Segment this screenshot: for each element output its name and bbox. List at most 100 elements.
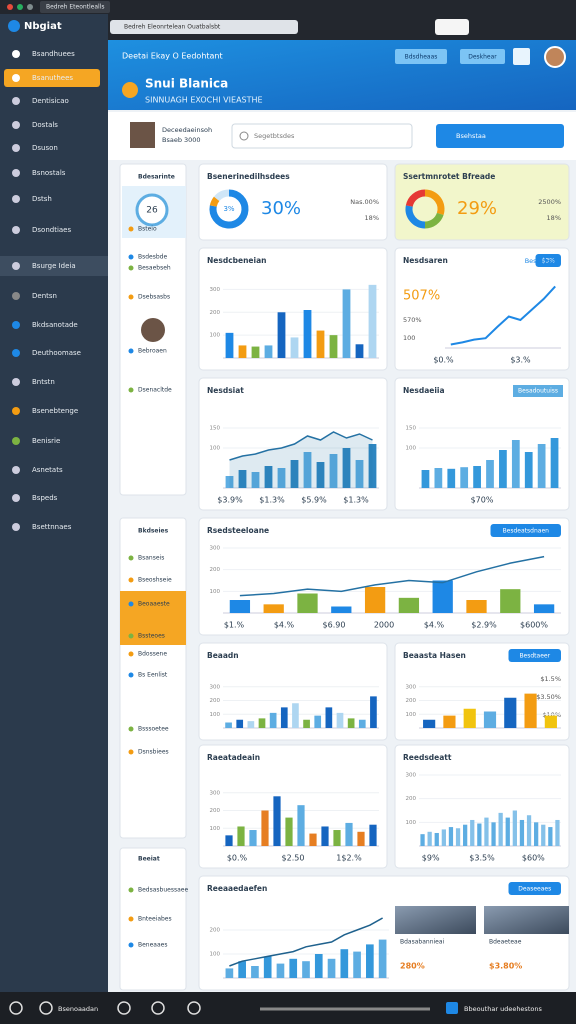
sidebar-item[interactable]: Dentsn: [32, 292, 57, 300]
panel-item[interactable]: Bkdseies: [138, 528, 169, 535]
search-box[interactable]: [231, 123, 413, 149]
sidebar-item[interactable]: Asnetats: [32, 466, 63, 474]
header-button-label[interactable]: Bdsdheaas: [405, 54, 438, 61]
window-dot: [17, 4, 23, 10]
search-button-label[interactable]: Bsehstaa: [456, 132, 486, 140]
card-button-label[interactable]: $3%: [542, 258, 556, 265]
sidebar-item[interactable]: Dentisicao: [32, 97, 69, 105]
panel-item[interactable]: Bs Eenlist: [138, 672, 168, 679]
bar: [541, 824, 546, 846]
y-tick-label: 300: [406, 684, 417, 690]
taskbar-icon[interactable]: [187, 1001, 201, 1015]
y-tick-label: 200: [210, 808, 221, 814]
bar: [345, 822, 353, 846]
panel-item[interactable]: Bdossene: [138, 651, 167, 658]
card-button-label[interactable]: Deaseeaes: [518, 886, 551, 893]
bar: [484, 817, 489, 846]
panel-bullet: [128, 555, 134, 561]
address-bar[interactable]: [110, 20, 298, 34]
bar: [470, 819, 475, 846]
card-button[interactable]: [508, 649, 562, 662]
thumbnail[interactable]: [484, 906, 569, 934]
tab[interactable]: [40, 1, 110, 13]
sidebar-item[interactable]: Bsenebtenge: [32, 407, 78, 415]
panel-item[interactable]: Bssteoes: [138, 633, 165, 640]
bar: [238, 961, 246, 978]
header-icon[interactable]: [513, 48, 530, 65]
sidebar-item[interactable]: Dsuson: [32, 144, 58, 152]
taskbar-item[interactable]: Bsenoaadan: [58, 1005, 98, 1013]
panel-item[interactable]: Beneaaes: [138, 942, 167, 949]
panel-bullet: [128, 887, 134, 893]
sidebar-item[interactable]: Bsnostals: [32, 169, 66, 177]
taskbar-icon[interactable]: [9, 1001, 23, 1015]
sidebar-item[interactable]: Dstsh: [32, 195, 52, 203]
browser-button[interactable]: [435, 19, 469, 35]
card-title: Raeatadeain: [207, 753, 260, 762]
card-button-label[interactable]: Besdtaeer: [519, 653, 550, 660]
bar: [277, 468, 286, 488]
thumbnail-value: 280%: [400, 962, 425, 971]
taskbar-icon[interactable]: [151, 1001, 165, 1015]
panel-item[interactable]: Bedsasbuessaee: [138, 887, 188, 894]
panel-item[interactable]: Bdesarinte: [138, 174, 175, 181]
panel-item[interactable]: Dsebsasbs: [138, 294, 170, 301]
panel-item[interactable]: Bsssoetee: [138, 726, 169, 733]
y-tick-label: 300: [210, 684, 221, 690]
card-link[interactable]: Besbeereio: [525, 257, 561, 265]
header-logo: [122, 82, 138, 98]
y-tick-label: 150: [406, 426, 417, 432]
bar: [314, 715, 322, 728]
search-placeholder: Segetbtsdes: [254, 132, 295, 140]
search-button[interactable]: [436, 124, 564, 148]
big-value: 507%: [403, 289, 440, 304]
card-button[interactable]: [535, 254, 562, 267]
panel-bullet: [128, 387, 134, 393]
sidebar-item[interactable]: Deuthoomase: [32, 349, 81, 357]
bar: [303, 310, 312, 358]
y-tick-label: 100: [210, 589, 221, 595]
panel-bullet: [128, 942, 134, 948]
panel-item[interactable]: Dsnsbiees: [138, 749, 169, 756]
panel-item[interactable]: Dsenacltde: [138, 387, 172, 394]
card: [198, 163, 388, 241]
taskbar-icon[interactable]: [39, 1001, 53, 1015]
sidebar-item[interactable]: Bkdsanotade: [32, 321, 78, 329]
taskbar-icon[interactable]: [117, 1001, 131, 1015]
panel-item[interactable]: Beeiat: [138, 856, 160, 863]
avatar[interactable]: [544, 46, 566, 68]
header-button[interactable]: [395, 49, 447, 64]
header-button[interactable]: [460, 49, 505, 64]
panel-item[interactable]: Bseoshseie: [138, 577, 172, 584]
thumbnail[interactable]: [395, 906, 476, 934]
card-button-label[interactable]: Besdeatsdnaen: [503, 528, 550, 535]
sidebar-item[interactable]: Bsettnnaes: [32, 523, 72, 531]
sidebar-item[interactable]: Bsandhuees: [32, 50, 75, 58]
sidebar-item[interactable]: Dsondtiaes: [32, 226, 71, 234]
sidebar-item[interactable]: Benisrie: [32, 437, 60, 445]
line: [450, 285, 556, 346]
sidebar-item[interactable]: Bsurge Ideia: [32, 262, 76, 270]
footer-value: $4.%: [424, 621, 445, 630]
card-button[interactable]: [508, 882, 562, 895]
card-button[interactable]: [490, 524, 562, 537]
thumbnail-title: Bdeaeteae: [489, 939, 522, 946]
bar: [364, 587, 386, 613]
sidebar-item[interactable]: Bntstn: [32, 378, 55, 386]
taskbar-item[interactable]: Bbeouthar udeehestons: [464, 1005, 542, 1013]
panel-item[interactable]: Bsteio: [138, 226, 157, 233]
y-tick-label: 100: [210, 952, 221, 958]
footer-value: $0.%: [433, 356, 454, 365]
footer-value: $3.5%: [469, 854, 495, 863]
panel-item[interactable]: Bsdesbde: [138, 254, 167, 261]
sidebar-item[interactable]: Bsanuthees: [32, 74, 73, 82]
sidebar-item[interactable]: Dostals: [32, 121, 58, 129]
panel-item[interactable]: Bsanseis: [138, 555, 164, 562]
panel-item[interactable]: Bnteeiabes: [138, 916, 172, 923]
panel-item[interactable]: Beoaaeste: [138, 601, 170, 608]
panel-item[interactable]: Bebroaen: [138, 348, 167, 355]
sidebar-item[interactable]: Bspeds: [32, 494, 58, 502]
panel-item[interactable]: Besaebseh: [138, 265, 171, 272]
header-button-label[interactable]: Deskhear: [468, 54, 497, 61]
bar: [273, 796, 281, 846]
